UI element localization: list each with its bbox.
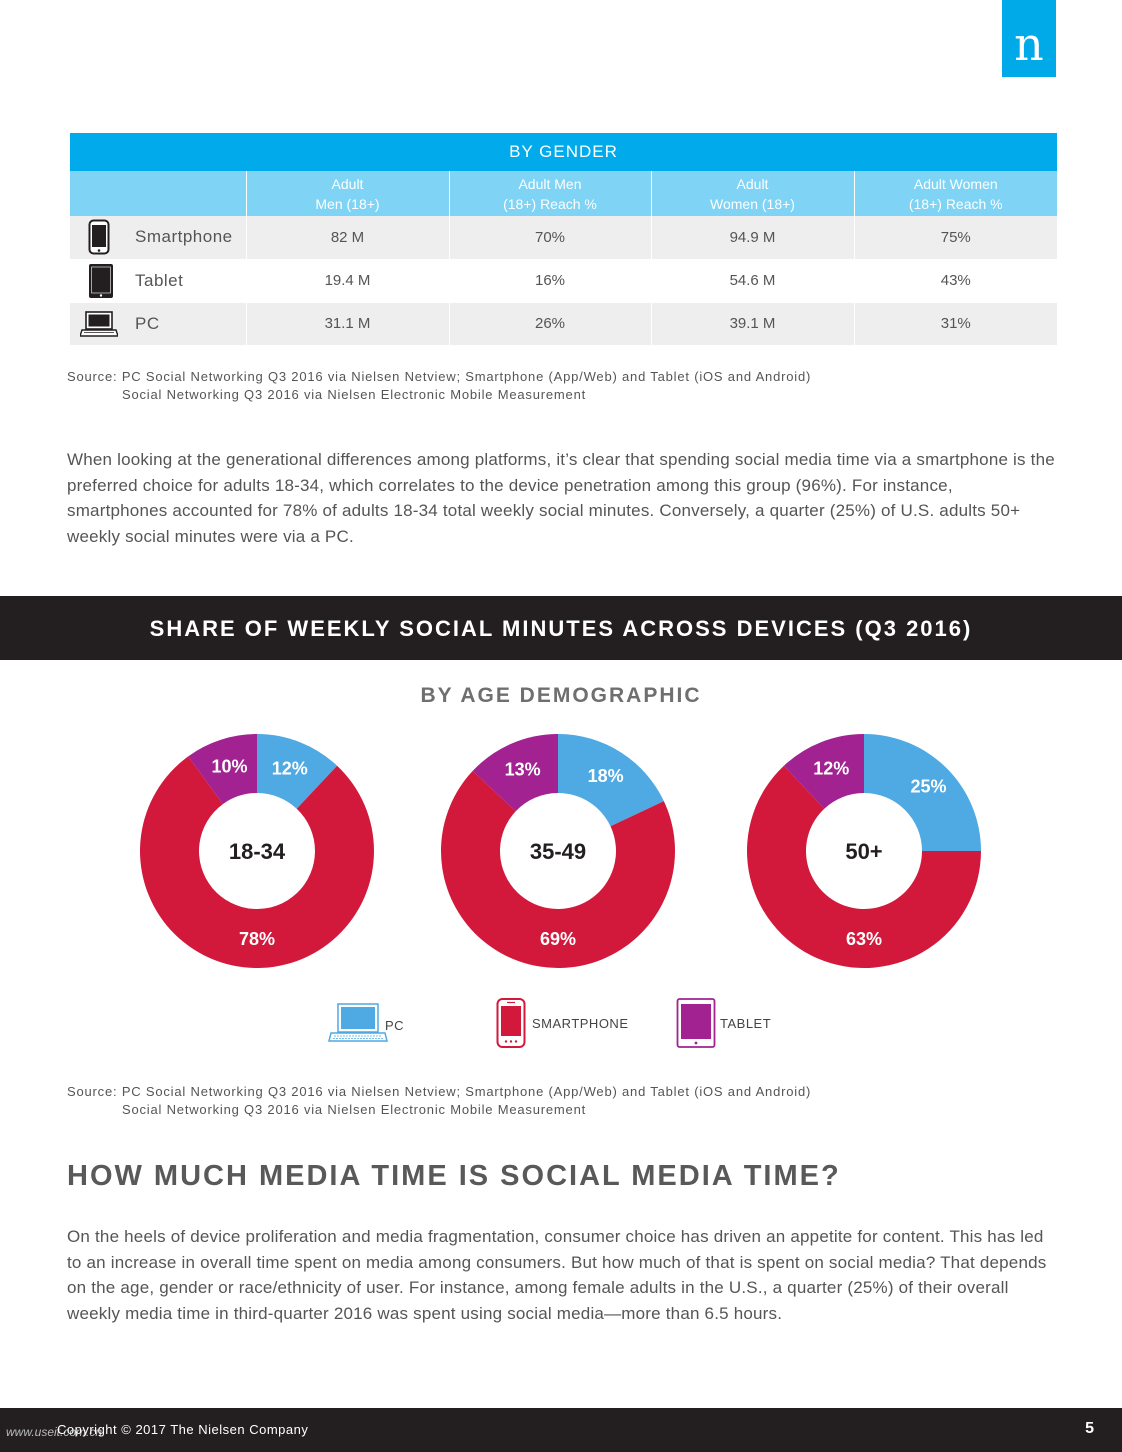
table-cell: 31% (853, 302, 1057, 346)
donut-charts: 12% 78% 10% 18-34 18% 69% 13% 35-49 25% 63% 12% 50+ (140, 734, 981, 968)
table-cell: 82 M (245, 216, 449, 260)
table-cell: 70% (448, 216, 651, 260)
legend-item-tablet: TABLET (676, 998, 771, 1053)
by-gender-table: BY GENDER Adult Men (18+) Adult Men (18+) … (70, 133, 1057, 346)
laptop-icon (328, 1003, 388, 1042)
device-label: Tablet (135, 270, 184, 290)
body-paragraph: When looking at the generational differe… (67, 450, 1055, 546)
table-header: Adult Men (18+) Reach % (448, 171, 651, 216)
device-label: PC (135, 313, 160, 333)
body-paragraph: On the heels of device proliferation and… (67, 1227, 1047, 1323)
source-line: Source: PC Social Networking Q3 2016 via… (67, 1084, 812, 1099)
data-label: 78% (239, 929, 275, 949)
data-label: 12% (813, 758, 849, 778)
nielsen-logo: n (1002, 0, 1056, 77)
device-cell: Tablet (70, 259, 246, 303)
table-cell: 26% (448, 302, 651, 346)
table-cell: 75% (853, 216, 1057, 260)
donut-center-label: 18-34 (229, 839, 286, 864)
device-cell: Smartphone (70, 216, 246, 260)
table-cell: 39.1 M (650, 302, 854, 346)
table-cell: 16% (448, 259, 651, 303)
source-note: Source: PC Social Networking Q3 2016 via… (67, 1083, 811, 1119)
donut-slice-tablet (188, 734, 257, 805)
chart-legend: PC SMARTPHONE TABLET (0, 998, 1122, 1050)
legend-label: SMARTPHONE (532, 1016, 629, 1031)
data-label: 63% (846, 929, 882, 949)
table-row: PC 31.1 M 26% 39.1 M 31% (70, 302, 1057, 346)
table-header-device (70, 171, 246, 216)
donut-slice-smartphone (441, 770, 675, 968)
donut-slice-tablet (783, 734, 864, 809)
source-line: Social Networking Q3 2016 via Nielsen El… (122, 387, 587, 402)
donut-center-label: 50+ (845, 839, 882, 864)
footer-bar: www.useit.com.cn Copyright © 2017 The Ni… (0, 1408, 1122, 1452)
table-header: Adult Men (18+) (245, 171, 449, 216)
table-header: Adult Women (18+) Reach % (853, 171, 1057, 216)
chart-banner-title: SHARE OF WEEKLY SOCIAL MINUTES ACROSS DE… (0, 596, 1122, 660)
donut-slice-pc (558, 734, 664, 827)
section-heading: HOW MUCH MEDIA TIME IS SOCIAL MEDIA TIME… (67, 1160, 841, 1192)
data-label: 10% (212, 756, 248, 776)
table-cell: 31.1 M (245, 302, 449, 346)
smartphone-icon (496, 998, 526, 1048)
table-cell: 19.4 M (245, 259, 449, 303)
table-cell: 43% (853, 259, 1057, 303)
table-title: BY GENDER (509, 142, 618, 161)
watermark: www.useit.com.cn (6, 1425, 103, 1439)
legend-label: PC (385, 1018, 405, 1033)
device-label: Smartphone (135, 227, 233, 247)
table-row: Smartphone 82 M 70% 94.9 M 75% (70, 216, 1057, 260)
data-label: 25% (911, 776, 947, 796)
data-label: 18% (588, 766, 624, 786)
table-row: Tablet 19.4 M 16% 54.6 M 43% (70, 259, 1057, 303)
tablet-icon (676, 998, 716, 1048)
laptop-icon (80, 310, 118, 337)
copyright: Copyright © 2017 The Nielsen Company (57, 1422, 309, 1437)
tablet-icon (89, 263, 113, 298)
source-line: Social Networking Q3 2016 via Nielsen El… (122, 1102, 587, 1117)
legend-item-smartphone: SMARTPHONE (496, 998, 628, 1053)
donut-slice-smartphone (747, 765, 981, 968)
chart-subtitle: BY AGE DEMOGRAPHIC (420, 684, 702, 707)
legend-label: TABLET (720, 1016, 772, 1031)
donut-slice-pc (864, 734, 981, 851)
source-line: Source: PC Social Networking Q3 2016 via… (67, 369, 812, 384)
data-label: 69% (540, 929, 576, 949)
source-note: Source: PC Social Networking Q3 2016 via… (67, 368, 811, 404)
donut-slice-tablet (472, 734, 558, 812)
legend-item-pc: PC (328, 998, 404, 1049)
smartphone-icon (88, 219, 110, 255)
page-number: 5 (1085, 1420, 1094, 1437)
donut-center-label: 35-49 (530, 839, 586, 864)
donut-slice-smartphone (140, 756, 375, 968)
table-cell: 54.6 M (650, 259, 854, 303)
device-cell: PC (70, 302, 246, 346)
table-cell: 94.9 M (650, 216, 854, 260)
data-label: 12% (272, 758, 308, 778)
donut-slice-pc (257, 734, 338, 809)
data-label: 13% (505, 759, 541, 779)
table-header: Adult Women (18+) (650, 171, 854, 216)
